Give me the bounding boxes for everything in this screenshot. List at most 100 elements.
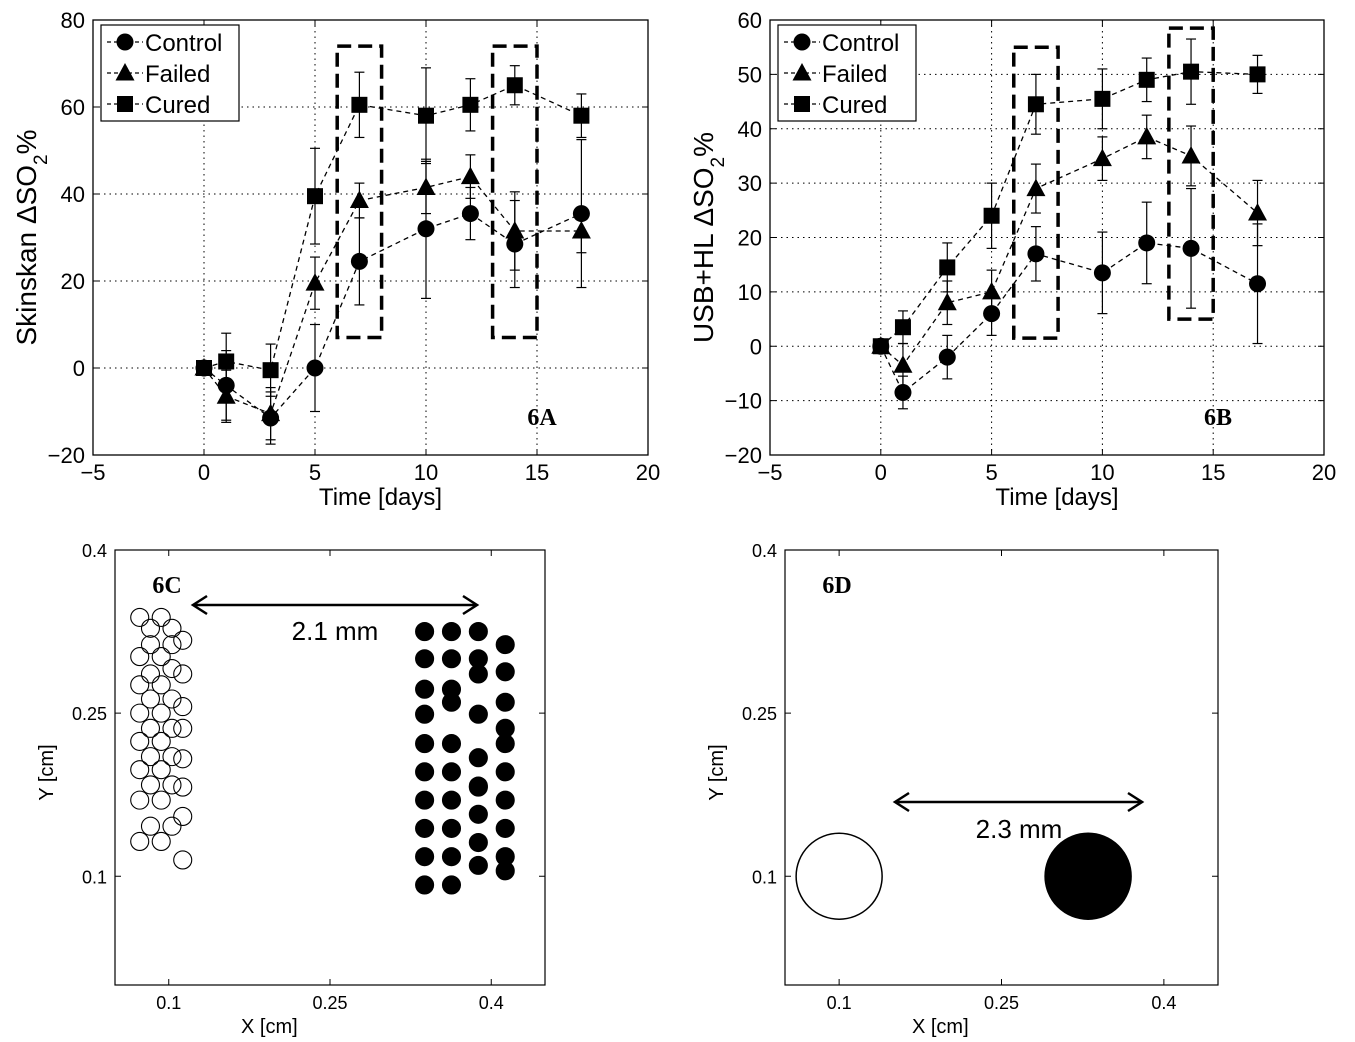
x-tick-label: 0.1	[156, 993, 181, 1013]
y-tick-label: 0	[750, 334, 762, 359]
data-point	[1094, 90, 1111, 107]
data-point	[415, 762, 435, 782]
data-point	[1026, 178, 1046, 197]
data-point	[1138, 71, 1155, 88]
data-point	[162, 718, 182, 738]
data-point	[441, 734, 462, 754]
data-point	[495, 635, 515, 655]
data-point	[872, 338, 889, 355]
data-point	[151, 731, 171, 751]
data-point	[162, 816, 182, 836]
legend-label: Control	[822, 30, 899, 57]
y-tick-label: 0.4	[752, 541, 777, 561]
data-point	[795, 832, 883, 920]
y-tick-label: 0.25	[72, 704, 107, 724]
plot-frame	[784, 549, 1219, 986]
data-point	[151, 607, 171, 627]
data-point	[505, 220, 525, 239]
series-control	[195, 139, 590, 445]
data-point	[350, 252, 368, 270]
data-point	[468, 622, 488, 642]
arrow-head-right	[1127, 791, 1145, 813]
data-point	[460, 166, 480, 185]
data-point	[151, 760, 171, 780]
panel-6C: 0.1 0.25 0.4 0.1 0.25 0.4 X [cm] Y [cm] 6C 2.1 mm	[36, 541, 546, 1038]
distance-annotation: 2.1 mm	[190, 594, 480, 646]
series-line	[203, 212, 582, 419]
y-tick-label: 10	[738, 280, 762, 305]
data-point	[1138, 234, 1156, 252]
data-point	[1249, 66, 1266, 83]
data-point	[461, 205, 479, 223]
data-point	[468, 855, 488, 875]
series-line	[203, 175, 582, 415]
series-cured	[872, 38, 1266, 355]
data-point	[1182, 239, 1200, 257]
arrow-head-left	[190, 594, 208, 616]
distance-annotation: 2.3 mm	[892, 791, 1145, 844]
series-open-points	[130, 607, 193, 870]
data-point	[1181, 145, 1201, 164]
data-point	[415, 790, 435, 810]
y-axis-label: USB+HL ΔSO2%	[688, 132, 729, 343]
legend: Control Failed Cured	[777, 24, 917, 122]
x-tick-label: 0.1	[827, 993, 852, 1013]
data-point	[415, 622, 435, 642]
y-tick-label: 0.25	[742, 704, 777, 724]
y-axis-label: Skinskan ΔSO2%	[11, 129, 52, 345]
data-point	[1027, 245, 1045, 263]
data-point	[130, 607, 150, 627]
data-point	[151, 831, 171, 852]
y-tick-label: 0.1	[82, 867, 107, 887]
y-tick-label: −20	[725, 443, 762, 468]
y-tick-label: 0.4	[82, 541, 107, 561]
data-point	[140, 747, 161, 767]
x-tick-label: 10	[1090, 460, 1114, 485]
x-tick-label: 0.25	[984, 993, 1019, 1013]
data-point	[162, 775, 182, 795]
series-filled-points	[415, 622, 515, 895]
legend: Control Failed Cured	[100, 24, 240, 122]
data-point	[417, 220, 435, 238]
data-point	[441, 790, 462, 810]
data-point	[894, 383, 912, 401]
legend-marker	[116, 33, 134, 51]
y-tick-label: 0.1	[752, 867, 777, 887]
data-point	[441, 692, 462, 712]
series-cured	[196, 65, 590, 397]
legend-marker	[117, 96, 133, 112]
data-point	[1183, 63, 1200, 80]
data-point	[151, 790, 171, 810]
data-point	[162, 689, 182, 709]
x-axis-label: X [cm]	[912, 1016, 969, 1038]
data-point	[351, 96, 368, 113]
data-point	[173, 777, 193, 797]
data-point	[162, 618, 182, 638]
data-point	[415, 734, 435, 754]
data-point	[140, 664, 161, 684]
y-axis-label: Y [cm]	[706, 744, 728, 800]
data-point	[130, 790, 150, 810]
data-point	[982, 281, 1002, 300]
data-point	[893, 355, 913, 373]
plot-frame	[92, 19, 649, 456]
data-point	[130, 760, 150, 780]
data-point	[173, 850, 193, 870]
y-tick-label: −10	[725, 389, 762, 414]
data-point	[305, 273, 325, 291]
x-tick-label: 10	[414, 460, 438, 485]
data-point	[939, 259, 956, 276]
data-point	[418, 107, 434, 124]
data-point	[468, 776, 488, 796]
data-point	[1137, 126, 1157, 145]
data-point	[151, 647, 171, 667]
data-point	[151, 703, 171, 723]
data-point	[495, 762, 515, 782]
data-point	[415, 679, 435, 699]
y-tick-label: −20	[48, 443, 85, 468]
series-filled-points	[1044, 832, 1132, 920]
data-point	[130, 831, 150, 852]
data-point	[441, 875, 462, 895]
x-axis-label: X [cm]	[241, 1016, 298, 1038]
